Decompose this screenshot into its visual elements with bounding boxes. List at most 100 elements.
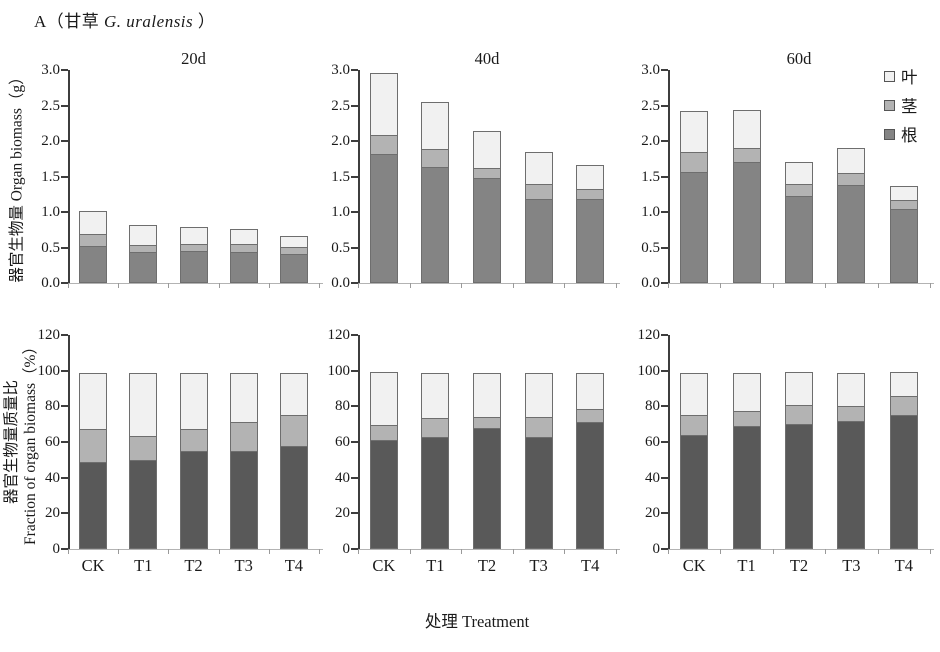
bar-segment-stem (369, 135, 398, 155)
x-tick (616, 283, 617, 288)
bar-segment-leaf (369, 372, 398, 426)
y-tick (661, 405, 668, 408)
bar-segment-leaf (473, 373, 501, 418)
bar-segment-leaf (576, 373, 605, 410)
y-tick (661, 140, 668, 142)
bar-segment-stem (732, 148, 761, 163)
x-tick (772, 283, 774, 288)
figure-title: A（甘草 G. uralensis ） (34, 7, 215, 32)
y-tick (661, 512, 668, 515)
bar-segment-stem (369, 425, 398, 441)
y-tick (61, 441, 68, 443)
bar-segment-leaf (576, 165, 605, 190)
y-axis-line (668, 70, 670, 283)
bar-segment-root (229, 252, 258, 283)
bar-t4 (889, 372, 918, 549)
y-tick (351, 282, 358, 284)
bar-segment-leaf (421, 373, 450, 419)
bar-segment-stem (179, 429, 208, 452)
y-tick (61, 282, 68, 284)
bar-segment-root (732, 162, 761, 283)
bar-segment-stem (576, 409, 605, 423)
x-tick (512, 549, 514, 554)
x-tick (668, 283, 669, 288)
bar-t1 (129, 373, 158, 549)
bar-t3 (837, 373, 866, 549)
panel-fraction-60d: 120 100 80 60 40 20 0 CK T1 T2 T3 T4 (638, 327, 934, 575)
y-tick-label: 20 (45, 505, 60, 522)
bar-segment-root (79, 462, 108, 549)
bar-segment-leaf (889, 186, 918, 201)
bar-segment-leaf (421, 102, 450, 150)
bar-segment-root (179, 451, 208, 549)
y-tick-label: 100 (37, 362, 61, 379)
bar-t4 (576, 373, 605, 549)
bar-t2 (785, 162, 813, 283)
bar-segment-leaf (524, 373, 553, 418)
x-tick (218, 549, 220, 554)
x-tick (772, 549, 774, 554)
x-tick-label-t1: T1 (737, 556, 756, 575)
y-tick (351, 512, 358, 515)
panel-title-20d: 20d (181, 49, 206, 68)
y-tick (351, 69, 358, 71)
x-tick (218, 283, 220, 288)
y-tick-label: 0.5 (331, 239, 350, 256)
y-tick-label: 1.5 (641, 168, 660, 185)
y-axis-line (358, 70, 360, 283)
y-tick (61, 246, 68, 249)
bar-segment-root (421, 167, 450, 283)
bar-segment-leaf (229, 373, 258, 423)
bar-t3 (229, 373, 258, 549)
bar-segment-stem (524, 184, 553, 200)
x-axis-line (358, 283, 620, 284)
y-tick (661, 548, 668, 550)
bar-segment-root (785, 424, 813, 549)
x-tick-label-t3: T3 (842, 556, 861, 575)
x-tick-label-t1: T1 (134, 556, 153, 575)
x-tick (358, 549, 359, 554)
legend-label-root: 根 (901, 126, 918, 145)
legend-item-stem: 茎 (884, 93, 918, 117)
bar-t1 (732, 110, 761, 283)
bar-segment-stem (421, 418, 450, 438)
x-tick-label-ck: CK (372, 556, 396, 575)
x-tick (358, 283, 359, 288)
x-tick (68, 549, 69, 554)
y-tick-label: 120 (637, 327, 661, 343)
x-tick (564, 549, 566, 554)
bar-segment-root (524, 199, 553, 283)
bar-segment-stem (680, 415, 709, 436)
panel-biomass-40d: 3.0 2.5 2.0 1.5 1.0 0.5 0.0 40d (331, 49, 620, 291)
bar-t2 (473, 373, 501, 549)
bar-segment-root (421, 437, 450, 549)
y-tick (61, 512, 68, 515)
y-tick-label: 0 (652, 541, 661, 557)
bar-t3 (524, 152, 553, 283)
bar-segment-stem (837, 406, 866, 422)
x-tick (319, 549, 320, 554)
x-tick (825, 549, 827, 554)
x-tick (877, 283, 879, 288)
y-tick (61, 405, 68, 408)
panel-biomass-60d: 3.0 2.5 2.0 1.5 1.0 0.5 0.0 60d (641, 49, 934, 291)
y-tick-label: 0.5 (41, 239, 60, 256)
bar-ck (79, 211, 108, 283)
x-tick (461, 283, 463, 288)
bar-segment-root (524, 437, 553, 549)
x-tick-label-t4: T4 (284, 556, 304, 575)
x-axis-line (668, 549, 934, 550)
bar-t3 (837, 148, 866, 283)
y-tick (661, 282, 668, 284)
x-tick-label-t3: T3 (234, 556, 253, 575)
bar-segment-root (279, 254, 308, 283)
bar-segment-stem (79, 429, 108, 463)
y-tick (351, 405, 358, 408)
y-tick-label: 2.5 (41, 97, 60, 114)
x-tick-label-t4: T4 (581, 556, 600, 575)
bar-segment-root (889, 415, 918, 549)
y-tick-label: 100 (327, 362, 351, 379)
bar-segment-root (680, 172, 709, 283)
bar-segment-leaf (732, 373, 761, 412)
x-axis-line (358, 549, 620, 550)
